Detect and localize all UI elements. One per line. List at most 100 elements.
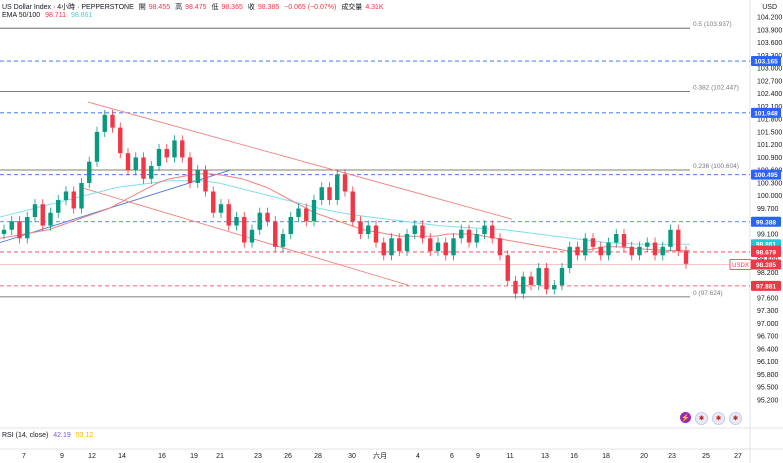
candle-body (257, 212, 262, 230)
price-tag-label: 97.881 (756, 283, 776, 290)
level-tag-label: 100.495 (754, 172, 778, 179)
candle-body (156, 148, 162, 166)
x-tick-label: 11 (506, 453, 513, 460)
candle-body (606, 242, 611, 256)
x-tick-label: 25 (702, 453, 710, 460)
candle-body (536, 268, 541, 286)
rsi-legend[interactable]: RSI (14, close) 42.19 53.12 (2, 432, 96, 439)
candle-body (575, 246, 580, 256)
ema-label: EMA 50/100 (2, 12, 41, 19)
y-tick-label: 103.000 (757, 66, 782, 73)
candle-body (645, 242, 650, 247)
level-tag-label: 101.948 (754, 110, 778, 117)
symbol-tag (729, 259, 752, 270)
y-tick-label: 102.400 (757, 91, 782, 98)
candle-body (373, 225, 379, 243)
y-tick-label: 101.500 (757, 129, 782, 136)
y-tick-label: 99.700 (757, 206, 779, 213)
y-tick-label: 96.100 (757, 359, 779, 366)
low-label: 低 (211, 4, 219, 11)
high-value: 98.475 (185, 4, 207, 11)
candle-body (211, 191, 216, 213)
rsi-value-1: 42.19 (53, 432, 71, 439)
us-flag-icon[interactable]: ✱ (729, 412, 742, 425)
candle-body (133, 157, 138, 171)
y-tick-label: 98.200 (757, 270, 779, 277)
rsi-label: RSI (14, close) (2, 432, 49, 439)
ema-legend[interactable]: EMA 50/100 98.711 98.861 (2, 12, 95, 19)
candle-body (242, 217, 247, 243)
candle-body (32, 204, 38, 218)
fib-level-label: 0.382 (102.447) (693, 85, 739, 92)
x-tick-label: 六月 (373, 451, 387, 460)
price-tag (751, 280, 781, 291)
us-flag-icon[interactable]: ✱ (712, 412, 725, 425)
y-tick-label: 100.900 (757, 155, 782, 162)
candle-body (676, 229, 681, 252)
candle-body (110, 114, 115, 128)
candle-body (25, 217, 30, 239)
x-tick-label: 14 (118, 453, 126, 460)
x-tick-label: 12 (88, 453, 96, 460)
x-tick-label: 26 (284, 453, 292, 460)
rsi-value-2: 53.12 (75, 432, 94, 439)
symbol-legend: US Dollar Index · 4小時 · PEPPERSTONE 開 98.… (2, 2, 387, 12)
candle-body (335, 174, 340, 200)
candle-body (567, 246, 572, 269)
candle-body (71, 191, 76, 209)
candle-body (203, 170, 208, 192)
candle-body (94, 131, 100, 162)
candle-body (195, 170, 200, 183)
candle-body (590, 238, 596, 247)
candle-body (125, 153, 131, 171)
candle-body (389, 238, 394, 256)
y-tick-label: 95.200 (757, 398, 779, 405)
candle-body (435, 242, 441, 252)
symbol-tag-label: USDX (732, 263, 749, 269)
candle-body (350, 191, 355, 222)
price-tag (751, 259, 781, 270)
candle-body (296, 208, 301, 218)
x-tick-label: 30 (348, 453, 356, 460)
candle-body (172, 140, 177, 158)
candle-body (528, 276, 534, 286)
close-label: 收 (247, 4, 255, 11)
price-tag-label: 98.385 (756, 262, 776, 269)
x-tick-label: 9 (60, 453, 64, 460)
candle-body (428, 238, 433, 252)
price-tag (751, 246, 781, 257)
open-label: 開 (138, 4, 146, 11)
candle-body (149, 165, 154, 179)
y-tick-label: 95.500 (757, 385, 779, 392)
ema100-value: 98.861 (70, 12, 93, 19)
x-tick-label: 23 (254, 453, 262, 460)
x-tick-label: 28 (314, 453, 322, 460)
x-tick-label: 13 (541, 453, 549, 460)
candle-body (319, 187, 324, 200)
candle-body (102, 114, 107, 132)
candle-body (459, 229, 464, 239)
us-flag-icon[interactable]: ✱ (695, 412, 708, 425)
candle-body (187, 157, 193, 183)
y-tick-label: 97.300 (757, 308, 779, 315)
candle-body (621, 234, 627, 247)
candle-body (482, 225, 487, 235)
candle-body (1, 229, 7, 235)
level-tag (751, 56, 781, 67)
y-tick-label: 96.700 (757, 334, 779, 341)
lightning-icon[interactable]: ⚡ (680, 412, 691, 423)
close-value: 98.385 (257, 4, 280, 11)
candle-body (466, 229, 472, 243)
volume-label: 成交量 (341, 4, 363, 11)
y-tick-label: 100.000 (757, 193, 782, 200)
x-tick-label: 21 (216, 453, 224, 460)
candle-body (668, 229, 673, 247)
candle-body (358, 221, 363, 235)
candle-body (273, 221, 278, 247)
y-tick-label: 99.100 (757, 232, 779, 239)
candle-body (342, 174, 348, 192)
candle-body (552, 285, 557, 290)
candle-body (141, 157, 146, 179)
candle-body (234, 217, 239, 226)
